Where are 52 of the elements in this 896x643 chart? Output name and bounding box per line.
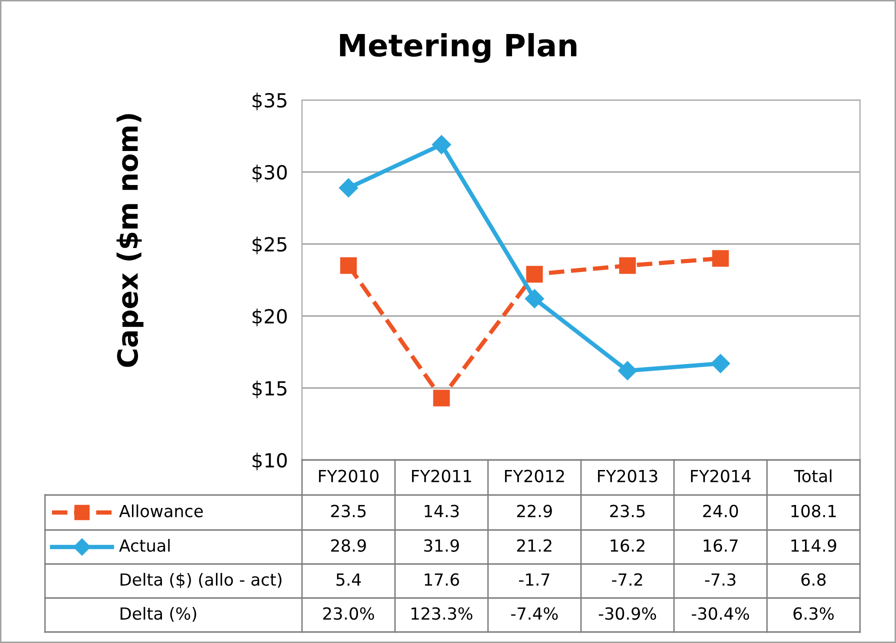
data-label: 24.0 <box>703 504 738 518</box>
data-label: 21.2 <box>517 539 552 552</box>
text: -7.2 <box>612 573 642 586</box>
y-tick-label: $30 <box>252 164 287 182</box>
text: 6.8 <box>801 573 826 586</box>
data-label: 22.9 <box>517 504 552 518</box>
data-label: 16.7 <box>704 539 738 552</box>
legend-label: Actual <box>119 538 170 552</box>
point <box>340 257 357 274</box>
y-tick-label: $10 <box>252 452 287 470</box>
data-label: 23.5 <box>610 504 645 518</box>
text: 17.6 <box>424 573 460 586</box>
text: -1.7 <box>519 573 550 586</box>
data-label: 16.2 <box>610 539 644 552</box>
text: Delta (%) <box>120 606 196 622</box>
data-label: 23.5 <box>331 504 366 518</box>
text: 23.0% <box>323 607 374 620</box>
text: -30.4% <box>692 607 750 620</box>
x-tick-label: FY2011 <box>412 470 472 482</box>
data-label: 28.9 <box>331 539 366 552</box>
x-tick-label: FY2014 <box>691 470 751 482</box>
y-axis-title: Capex ($m nom) <box>116 114 144 367</box>
point <box>712 250 729 267</box>
text: -30.9% <box>598 607 656 620</box>
legend-label: Allowance <box>119 504 203 518</box>
x-tick-label: FY2010 <box>319 470 378 482</box>
text: -7.3 <box>705 573 736 586</box>
y-tick-label: $35 <box>252 92 286 110</box>
x-tick-label: FY2012 <box>505 470 564 482</box>
y-tick-label: $25 <box>252 236 286 254</box>
point <box>526 266 543 283</box>
x-tick-label: FY2013 <box>598 470 658 482</box>
y-tick-label: $15 <box>252 380 286 398</box>
text: 123.3% <box>412 607 472 620</box>
y-tick-label: $20 <box>252 308 287 326</box>
text: 114.9 <box>791 539 836 552</box>
text: Delta ($) (allo - act) <box>120 572 282 588</box>
point <box>338 178 358 198</box>
text: 5.4 <box>336 573 361 586</box>
text: 108.1 <box>791 504 836 518</box>
point <box>524 289 544 308</box>
point <box>618 361 638 380</box>
point <box>619 257 636 274</box>
chart-title: Metering Plan <box>340 33 576 63</box>
x-tick-label: Total <box>794 469 832 482</box>
text: 6.3% <box>793 607 834 620</box>
point <box>710 354 730 374</box>
point <box>432 135 452 154</box>
data-label: 31.9 <box>424 539 459 552</box>
text: -7.4% <box>511 607 558 620</box>
point <box>433 390 450 406</box>
data-label: 14.3 <box>424 504 459 518</box>
